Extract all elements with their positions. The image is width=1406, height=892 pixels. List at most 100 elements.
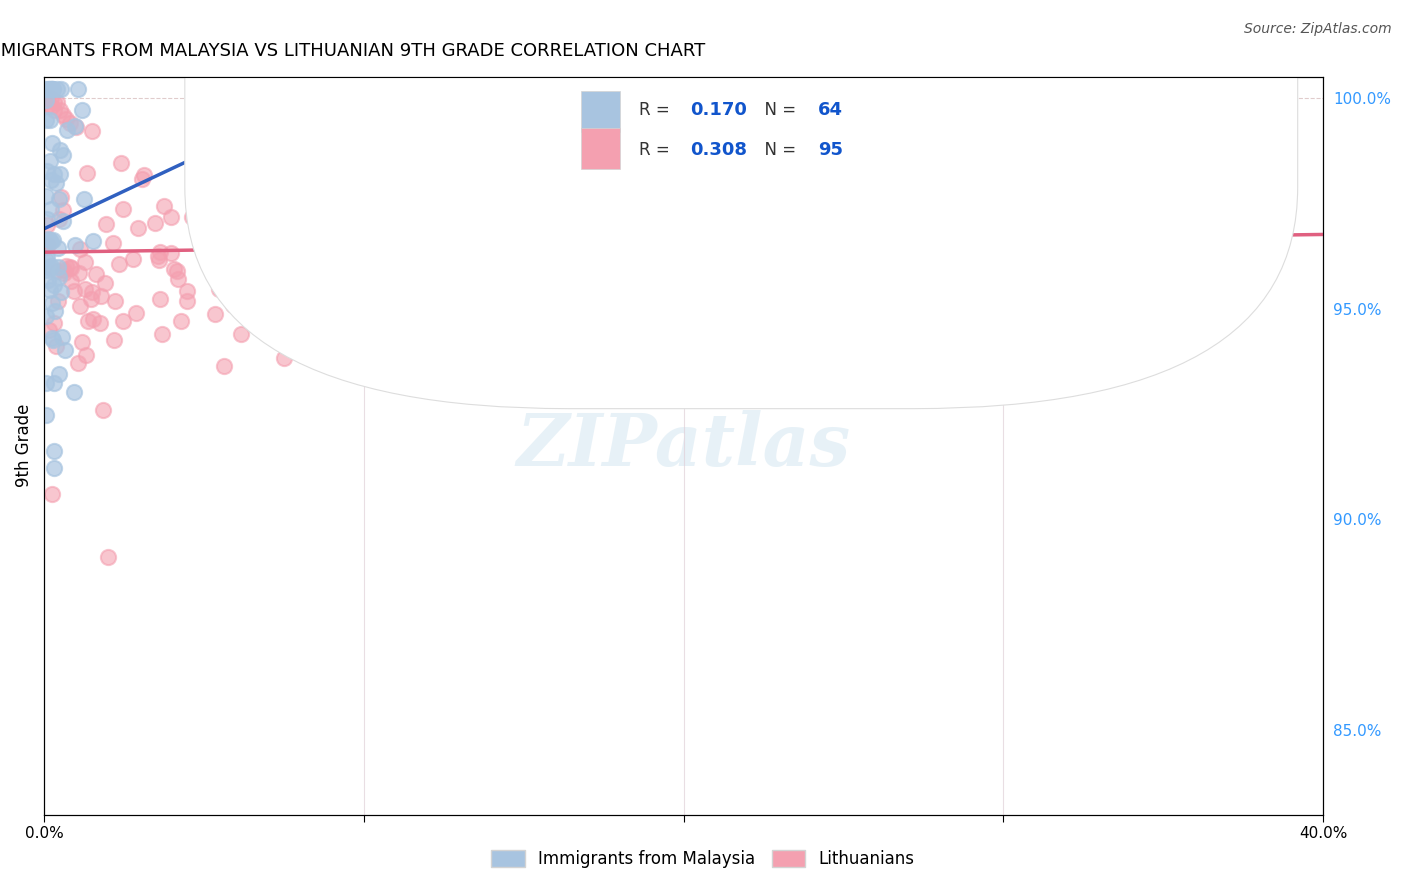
- Point: [167, 271, 190, 285]
- Point: [229, 326, 252, 341]
- Point: [39, 283, 62, 297]
- Point: [46, 293, 69, 308]
- Text: 0.308: 0.308: [690, 142, 747, 160]
- Point: [42, 82, 65, 96]
- Point: [90, 289, 112, 303]
- Point: [97, 550, 120, 565]
- Point: [162, 262, 184, 277]
- Point: [49, 190, 72, 204]
- Point: [39, 99, 62, 113]
- Point: [56, 122, 79, 136]
- Point: [211, 169, 233, 184]
- Point: [67, 82, 90, 96]
- Point: [48, 212, 70, 227]
- Point: [41, 331, 63, 345]
- Point: [297, 263, 319, 277]
- Point: [84, 267, 107, 281]
- Point: [250, 194, 273, 208]
- Point: [273, 351, 295, 365]
- Point: [69, 266, 91, 280]
- Point: [37, 231, 59, 245]
- Point: [42, 168, 65, 182]
- Point: [39, 202, 62, 216]
- Text: ZIPatlas: ZIPatlas: [516, 410, 851, 481]
- Point: [37, 273, 59, 287]
- Point: [63, 237, 86, 252]
- Point: [48, 192, 70, 206]
- Point: [41, 136, 63, 151]
- Point: [606, 186, 628, 201]
- Point: [35, 113, 58, 128]
- Point: [49, 143, 72, 157]
- Point: [35, 93, 58, 107]
- Point: [45, 339, 67, 353]
- Point: [103, 236, 125, 251]
- Point: [110, 156, 132, 170]
- Point: [42, 376, 65, 390]
- Point: [66, 356, 89, 370]
- Point: [153, 199, 176, 213]
- Point: [42, 277, 65, 292]
- Point: [41, 82, 63, 96]
- Point: [52, 202, 75, 217]
- Point: [143, 216, 166, 230]
- Point: [37, 99, 59, 113]
- Point: [35, 408, 58, 422]
- Point: [42, 233, 65, 247]
- Point: [38, 323, 60, 337]
- Point: [80, 285, 103, 299]
- Point: [360, 213, 382, 227]
- Bar: [581, 128, 620, 169]
- Point: [193, 213, 215, 227]
- Point: [257, 194, 280, 209]
- Text: IMMIGRANTS FROM MALAYSIA VS LITHUANIAN 9TH GRADE CORRELATION CHART: IMMIGRANTS FROM MALAYSIA VS LITHUANIAN 9…: [0, 42, 706, 60]
- Point: [91, 403, 114, 417]
- Point: [152, 326, 174, 341]
- Point: [103, 333, 125, 347]
- Point: [290, 155, 312, 169]
- Text: 64: 64: [818, 101, 844, 119]
- Point: [180, 210, 202, 224]
- Point: [94, 276, 117, 290]
- Point: [38, 234, 60, 248]
- Point: [94, 217, 117, 231]
- Point: [46, 264, 69, 278]
- Point: [38, 82, 60, 96]
- Point: [430, 252, 453, 266]
- Point: [63, 120, 86, 134]
- Point: [659, 225, 682, 239]
- Point: [259, 246, 281, 260]
- Point: [52, 148, 75, 162]
- Y-axis label: 9th Grade: 9th Grade: [15, 404, 32, 487]
- Point: [498, 183, 520, 197]
- Point: [76, 314, 98, 328]
- Point: [125, 306, 148, 320]
- Point: [35, 82, 58, 96]
- Point: [89, 317, 111, 331]
- Point: [63, 384, 86, 399]
- Point: [41, 82, 63, 96]
- Text: N =: N =: [754, 142, 801, 160]
- Point: [45, 176, 67, 190]
- Point: [39, 260, 62, 275]
- Point: [46, 260, 69, 274]
- Point: [39, 82, 62, 96]
- Point: [73, 192, 96, 206]
- Point: [39, 91, 62, 105]
- Point: [42, 316, 65, 330]
- Point: [160, 245, 183, 260]
- Point: [37, 250, 59, 264]
- Point: [111, 202, 134, 216]
- Point: [104, 294, 127, 309]
- Point: [37, 82, 59, 96]
- Point: [62, 284, 84, 298]
- Point: [264, 265, 287, 279]
- Point: [134, 168, 156, 182]
- Point: [53, 266, 76, 280]
- Point: [75, 255, 97, 269]
- Point: [35, 309, 58, 323]
- Point: [394, 277, 416, 292]
- Point: [49, 167, 72, 181]
- Point: [65, 120, 87, 135]
- Point: [108, 257, 131, 271]
